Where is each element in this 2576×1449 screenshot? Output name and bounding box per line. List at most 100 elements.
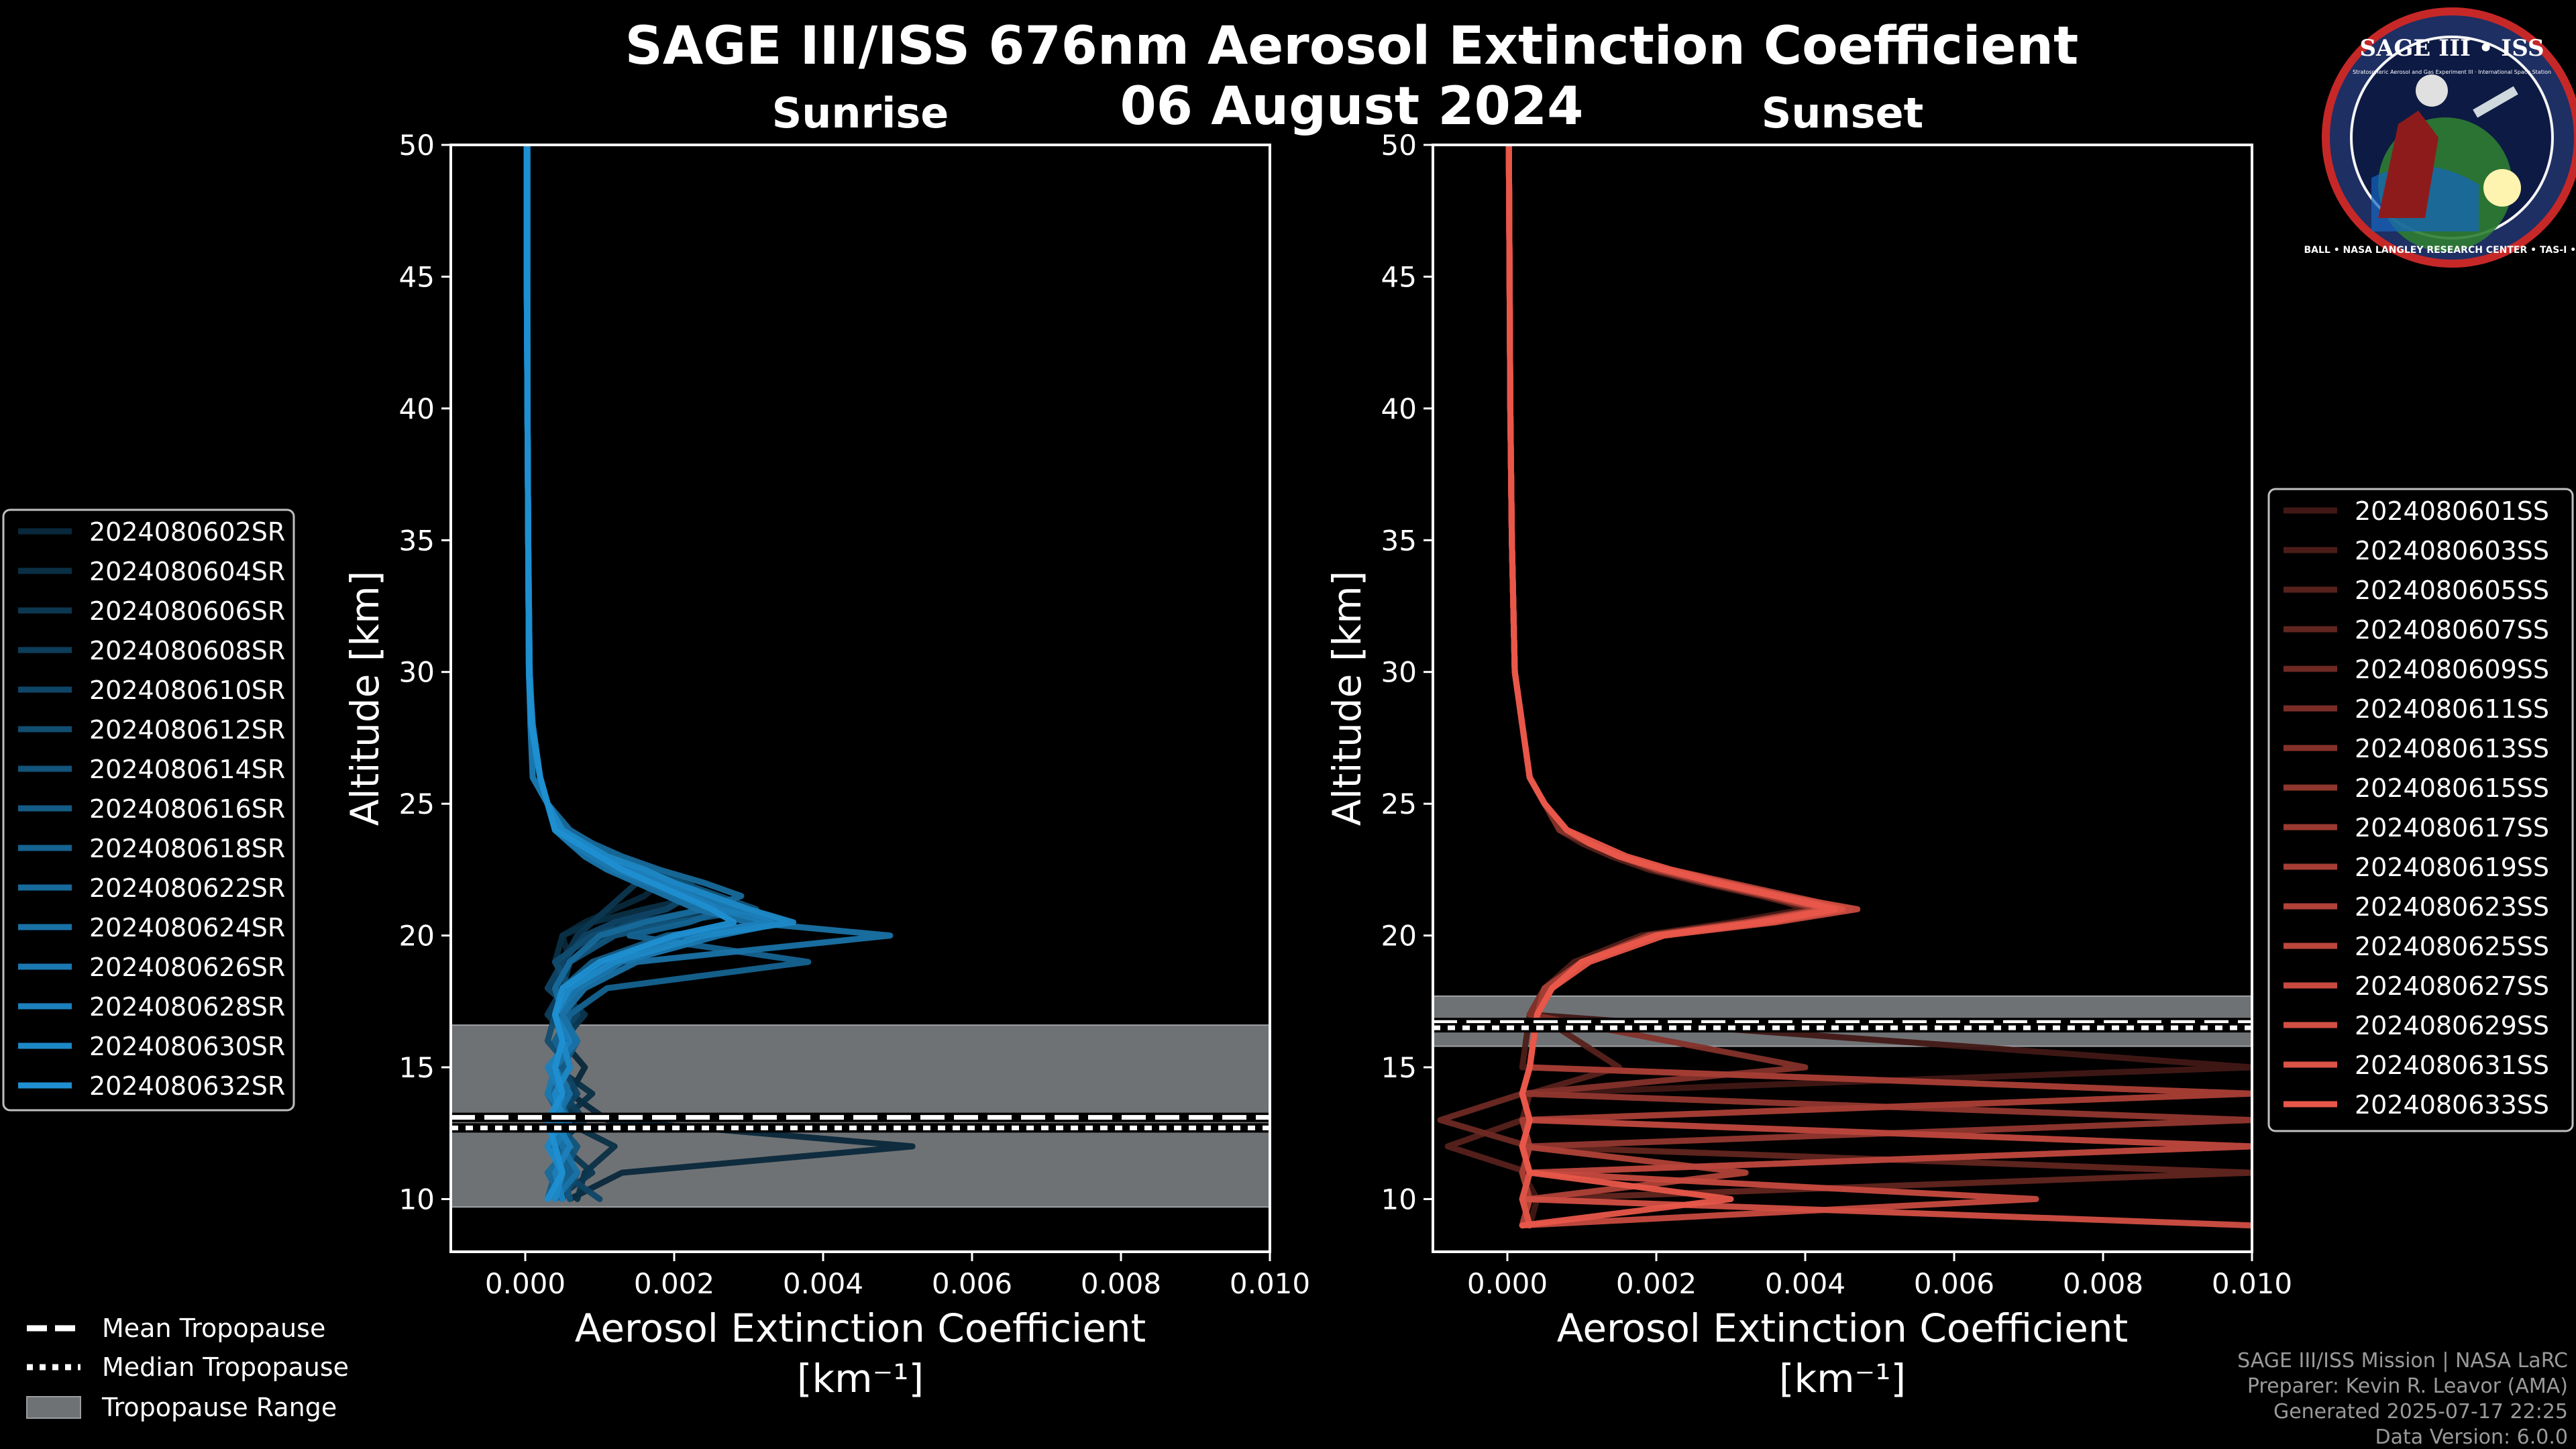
x-tick-label: 0.004 [1765, 1267, 1845, 1300]
tropopause-range-swatch [26, 1396, 81, 1419]
legend-entry: 2024080602SR [89, 517, 285, 547]
median-tropopause-label: Median Tropopause [102, 1352, 349, 1382]
x-tick-label: 0.004 [783, 1267, 863, 1300]
legend-entry: 2024080623SS [2355, 892, 2549, 922]
legend-entry: 2024080603SS [2355, 536, 2549, 566]
legend-entry: 2024080614SR [89, 755, 285, 784]
mean-tropopause-label: Mean Tropopause [102, 1313, 325, 1343]
station-icon [2473, 86, 2518, 118]
x-tick-label: 0.010 [1230, 1267, 1310, 1300]
legend-entry: 2024080616SR [89, 794, 285, 824]
x-tick-label: 0.002 [634, 1267, 714, 1300]
sun-icon [2483, 169, 2521, 207]
sunrise-legend: 2024080602SR 2024080604SR 2024080606SR 2024… [2, 508, 295, 1112]
tropopause-range-label: Tropopause Range [101, 1393, 337, 1422]
x-tick-label: 0.008 [1081, 1267, 1161, 1300]
legend-entry: 2024080632SR [89, 1071, 285, 1101]
legend-entry: 2024080612SR [89, 715, 285, 745]
legend-entry: 2024080601SS [2355, 496, 2549, 526]
y-tick-label: 45 [399, 260, 435, 293]
y-tick-label: 20 [1381, 920, 1417, 953]
y-tick-label: 10 [399, 1183, 435, 1216]
x-axis-label: Aerosol Extinction Coefficient [1557, 1305, 2129, 1351]
footer-data-version: Data Version: 6.0.0 [2375, 1426, 2568, 1449]
moon-icon [2416, 74, 2448, 107]
x-tick-label: 0.000 [1467, 1267, 1548, 1300]
legend-entry: 2024080624SR [89, 913, 285, 943]
legend-entry: 2024080609SS [2355, 655, 2549, 684]
figure-date: 06 August 2024 [1120, 76, 1584, 137]
tropopause-legend: Mean Tropopause Median Tropopause Tropop… [26, 1313, 349, 1422]
y-tick-label: 40 [1381, 392, 1417, 425]
y-tick-label: 15 [399, 1051, 435, 1084]
legend-entry: 2024080627SS [2355, 971, 2549, 1001]
x-tick-label: 0.006 [1914, 1267, 1994, 1300]
x-tick-label: 0.008 [2063, 1267, 2143, 1300]
y-tick-label: 40 [399, 392, 435, 425]
legend-entry: 2024080617SS [2355, 813, 2549, 843]
footer-generated: Generated 2025-07-17 22:25 [2273, 1400, 2568, 1424]
footer-preparer: Preparer: Kevin R. Leavor (AMA) [2247, 1375, 2568, 1398]
x-axis-label: Aerosol Extinction Coefficient [575, 1305, 1146, 1351]
astronomer-figure [2378, 111, 2438, 218]
y-axis-label: Altitude [km] [1324, 571, 1370, 826]
y-tick-label: 10 [1381, 1183, 1417, 1216]
y-tick-label: 30 [399, 656, 435, 689]
x-tick-label: 0.006 [932, 1267, 1012, 1300]
sunset-panel: 0.000 0.002 0.004 0.006 0.008 0.010 10 15 20 25 30… [1324, 89, 2292, 1401]
legend-entry: 2024080630SR [89, 1032, 285, 1061]
legend-entry: 2024080629SS [2355, 1011, 2549, 1040]
y-tick-label: 45 [1381, 260, 1417, 293]
x-tick-label: 0.010 [2212, 1267, 2292, 1300]
logo-title: SAGE III • ISS [2359, 35, 2544, 62]
legend-entry: 2024080619SS [2355, 853, 2549, 882]
axes-frame [1432, 144, 2253, 1253]
legend-entry: 2024080633SS [2355, 1090, 2549, 1120]
legend-entry: 2024080615SS [2355, 773, 2549, 803]
figure-title: SAGE III/ISS 676nm Aerosol Extinction Co… [625, 16, 2079, 76]
legend-entry: 2024080613SS [2355, 734, 2549, 763]
sunrise-panel: 0.000 0.002 0.004 0.006 0.008 0.010 10 15 20 25 30… [342, 89, 1310, 1401]
legend-entry: 2024080628SR [89, 992, 285, 1022]
sage-iii-iss-logo: SAGE III • ISS Stratospheric Aerosol and… [2304, 7, 2576, 268]
legend-entry: 2024080618SR [89, 834, 285, 863]
legend-entry: 2024080626SR [89, 953, 285, 982]
panel-title: Sunset [1762, 89, 1924, 138]
series-line-2024080633SS [1505, 145, 1838, 1229]
y-tick-label: 15 [1381, 1051, 1417, 1084]
y-tick-label: 35 [399, 524, 435, 557]
x-axis-unit: [km⁻¹] [797, 1356, 924, 1401]
y-tick-label: 25 [1381, 788, 1417, 820]
y-tick-label: 50 [399, 129, 435, 162]
x-tick-label: 0.000 [485, 1267, 566, 1300]
y-tick-label: 30 [1381, 656, 1417, 689]
y-axis-label: Altitude [km] [342, 571, 388, 826]
legend-entry: 2024080607SS [2355, 615, 2549, 645]
footer-mission: SAGE III/ISS Mission | NASA LaRC [2237, 1349, 2568, 1373]
y-tick-label: 20 [399, 920, 435, 953]
legend-entry: 2024080631SS [2355, 1051, 2549, 1080]
x-axis-unit: [km⁻¹] [1779, 1356, 1906, 1401]
legend-entry: 2024080625SS [2355, 932, 2549, 961]
logo-ring-text: BALL • NASA LANGLEY RESEARCH CENTER • TA… [2304, 245, 2576, 256]
panel-title: Sunrise [772, 89, 949, 138]
series-line-2024080632SR [523, 145, 737, 1202]
legend-entry: 2024080605SS [2355, 576, 2549, 605]
logo-subtitle: Stratospheric Aerosol and Gas Experiment… [2353, 69, 2551, 75]
legend-entry: 2024080608SR [89, 636, 285, 665]
legend-entry: 2024080610SR [89, 676, 285, 705]
axes-frame [449, 144, 1271, 1253]
legend-entry: 2024080604SR [89, 557, 285, 586]
legend-entry: 2024080606SR [89, 596, 285, 626]
footer-credits: SAGE III/ISS Mission | NASA LaRC Prepare… [2237, 1349, 2568, 1449]
legend-frame [2, 508, 295, 1112]
y-tick-label: 25 [399, 788, 435, 820]
sunset-legend: 2024080601SS 2024080603SS 2024080605SS 2024… [2267, 488, 2574, 1132]
x-tick-label: 0.002 [1616, 1267, 1697, 1300]
legend-entry: 2024080622SR [89, 873, 285, 903]
legend-entry: 2024080611SS [2355, 694, 2549, 724]
y-tick-label: 35 [1381, 524, 1417, 557]
legend-frame [2267, 488, 2574, 1132]
y-tick-label: 50 [1381, 129, 1417, 162]
